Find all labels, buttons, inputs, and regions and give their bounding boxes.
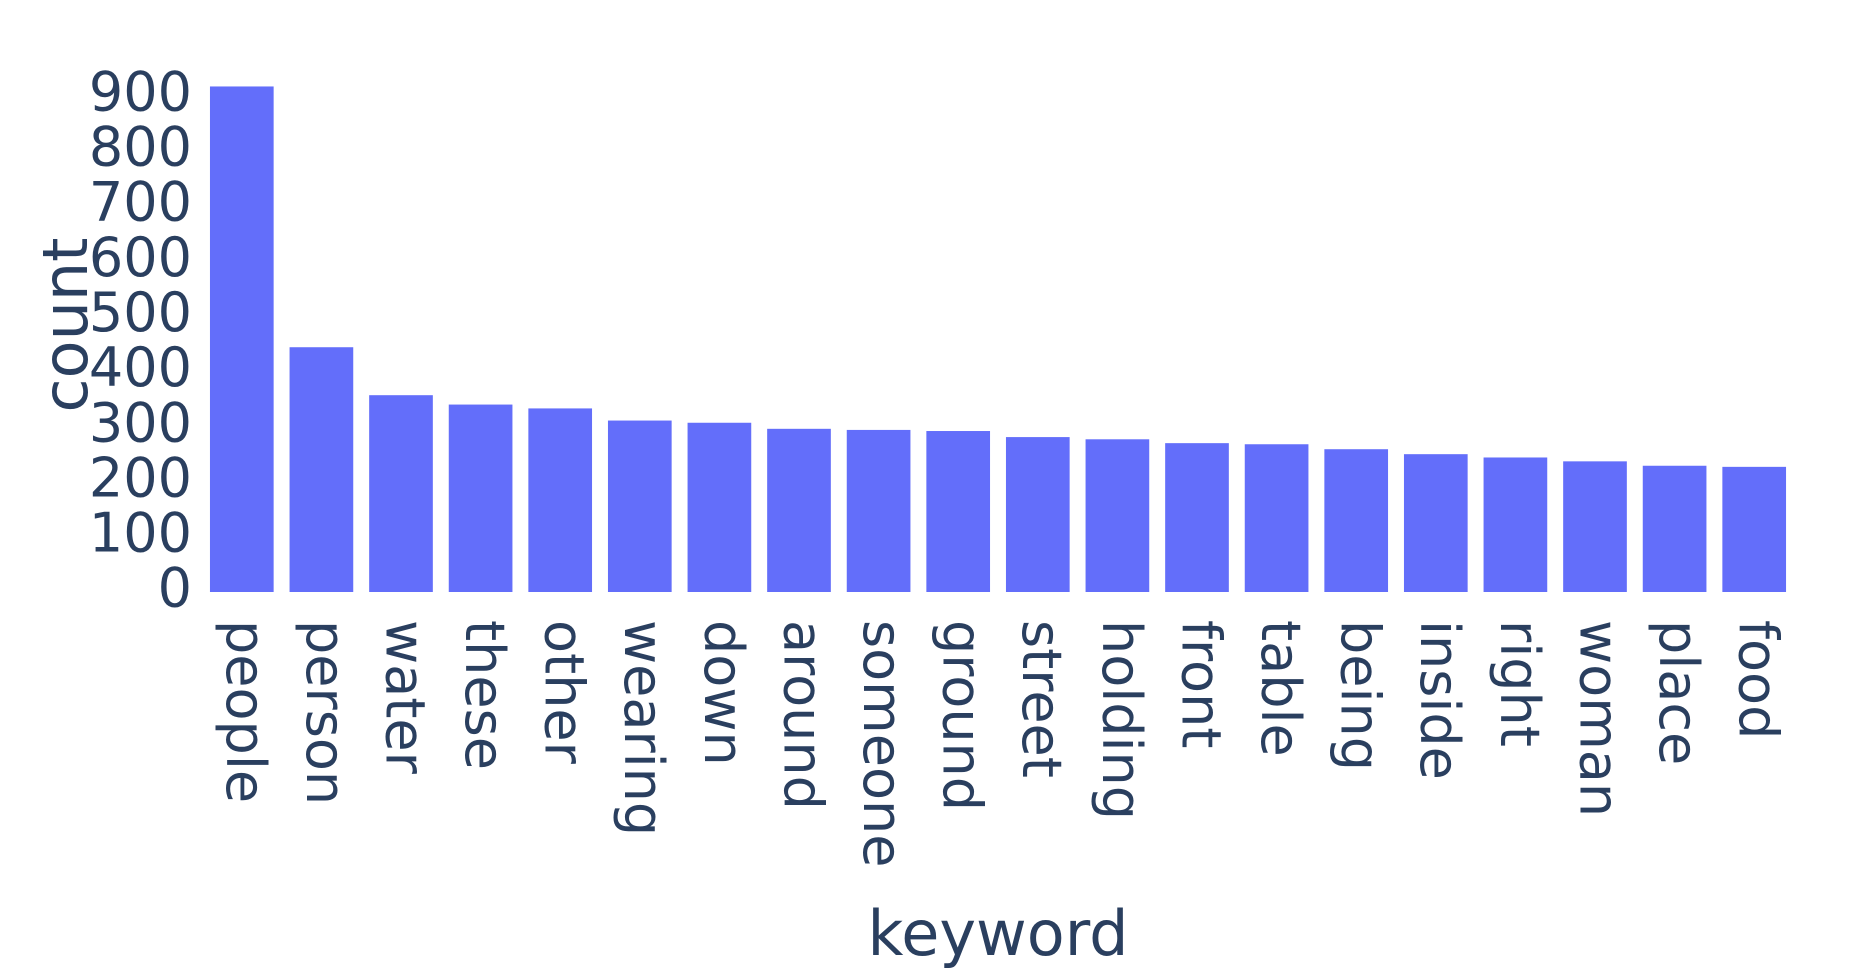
x-tick-label: wearing — [612, 620, 675, 836]
bar — [1085, 439, 1150, 592]
x-tick-label: people — [214, 620, 277, 803]
y-tick-label: 600 — [89, 226, 192, 289]
y-tick-label: 900 — [89, 60, 192, 123]
y-tick-label: 400 — [89, 336, 192, 399]
x-tick-label: food — [1727, 620, 1790, 739]
bar — [289, 347, 354, 592]
bar — [369, 395, 433, 592]
bar — [767, 428, 831, 592]
y-tick-label: 100 — [89, 502, 192, 565]
bar — [1483, 457, 1548, 592]
bar — [607, 420, 672, 592]
bar — [846, 429, 911, 592]
bar — [1722, 466, 1787, 592]
x-tick-label: someone — [851, 620, 914, 867]
x-tick-label: woman — [1567, 620, 1630, 817]
bar — [926, 431, 991, 592]
y-axis-title: count — [29, 238, 102, 413]
bar — [1005, 437, 1070, 592]
y-tick-label: 200 — [89, 446, 192, 509]
bar — [1563, 461, 1627, 592]
x-tick-label: holding — [1090, 620, 1153, 820]
x-tick-label: around — [771, 620, 834, 810]
x-tick-label: person — [294, 620, 357, 805]
bar — [1165, 443, 1229, 592]
bar — [209, 86, 274, 593]
y-tick-label: 800 — [89, 116, 192, 179]
bar — [687, 422, 752, 592]
bar — [1324, 449, 1389, 592]
x-tick-label: water — [373, 620, 436, 775]
bar — [448, 404, 513, 592]
y-tick-label: 700 — [89, 171, 192, 234]
x-tick-label: other — [533, 620, 596, 765]
bar — [528, 408, 593, 592]
x-axis-title: keyword — [868, 897, 1129, 969]
x-tick-label: being — [1329, 620, 1392, 771]
x-tick-label: street — [1010, 620, 1073, 778]
x-tick-label: inside — [1408, 620, 1471, 780]
x-tick-label: these — [453, 620, 516, 770]
y-tick-label: 0 — [158, 557, 192, 620]
x-tick-label: ground — [931, 620, 994, 811]
bar — [1642, 465, 1707, 592]
x-tick-label: table — [1249, 620, 1312, 757]
y-tick-label: 500 — [89, 281, 192, 344]
x-tick-label: right — [1488, 620, 1551, 747]
bar — [1403, 454, 1468, 592]
y-tick-label: 300 — [89, 391, 192, 454]
x-tick-label: down — [692, 620, 755, 766]
x-tick-label: front — [1169, 620, 1232, 748]
bar — [1244, 444, 1309, 592]
x-tick-label: place — [1647, 620, 1710, 765]
